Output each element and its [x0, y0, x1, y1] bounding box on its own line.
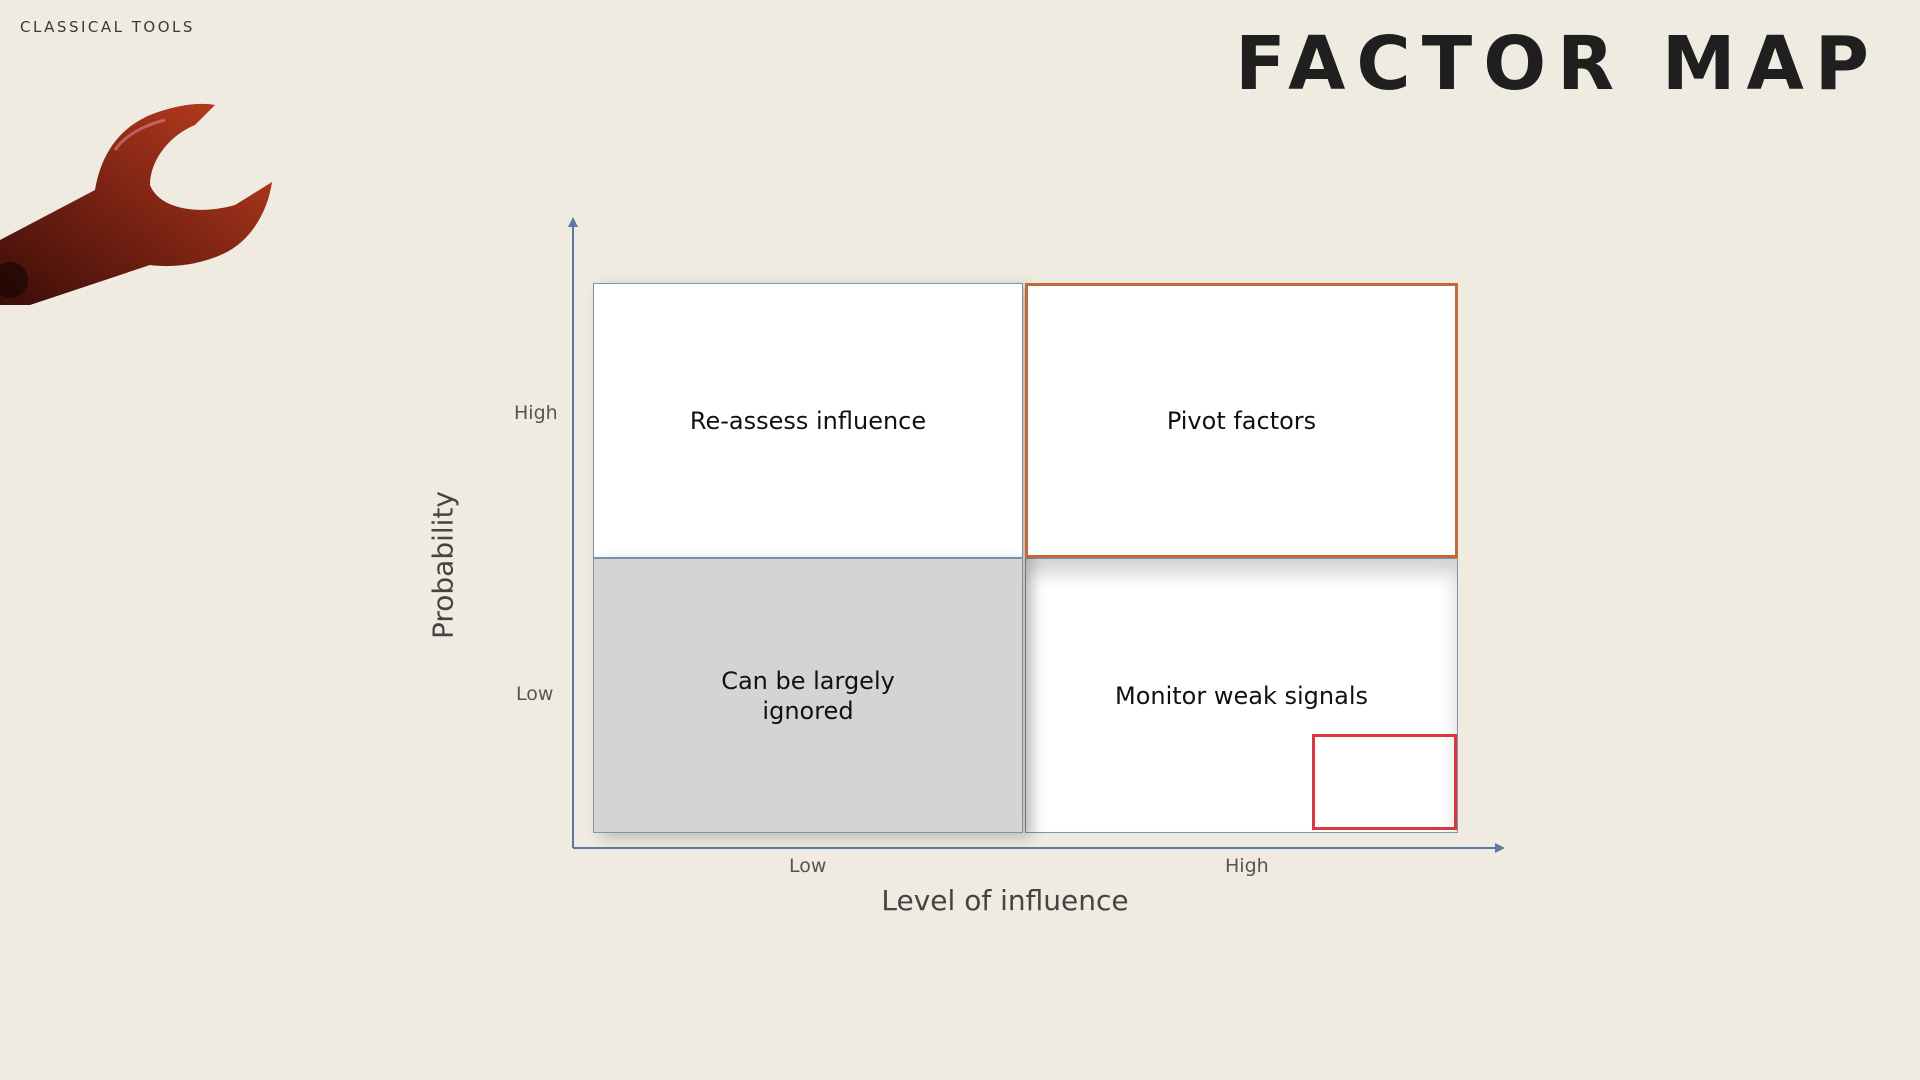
quadrant-label: Can be largely ignored [721, 666, 895, 725]
quadrant-reassess-influence: Re-assess influence [593, 283, 1023, 558]
y-tick-high: High [514, 402, 558, 424]
x-tick-low: Low [789, 855, 827, 877]
y-tick-low: Low [516, 683, 554, 705]
section-label: CLASSICAL TOOLS [20, 18, 195, 36]
y-axis-label: Probability [426, 490, 460, 640]
slide-title: FACTOR MAP [1235, 21, 1880, 107]
quadrant-monitor-weak-signals: Monitor weak signals [1025, 558, 1458, 833]
highlight-box [1312, 734, 1457, 830]
quadrant-can-be-ignored: Can be largely ignored [593, 558, 1023, 833]
x-tick-high: High [1225, 855, 1269, 877]
quadrant-label: Re-assess influence [689, 406, 927, 435]
x-axis-label: Level of influence [881, 884, 1129, 917]
quadrant-label: Monitor weak signals [1115, 681, 1368, 710]
wrench-icon [0, 103, 272, 305]
quadrant-label: Pivot factors [1166, 406, 1317, 435]
quadrant-pivot-factors: Pivot factors [1025, 283, 1458, 558]
